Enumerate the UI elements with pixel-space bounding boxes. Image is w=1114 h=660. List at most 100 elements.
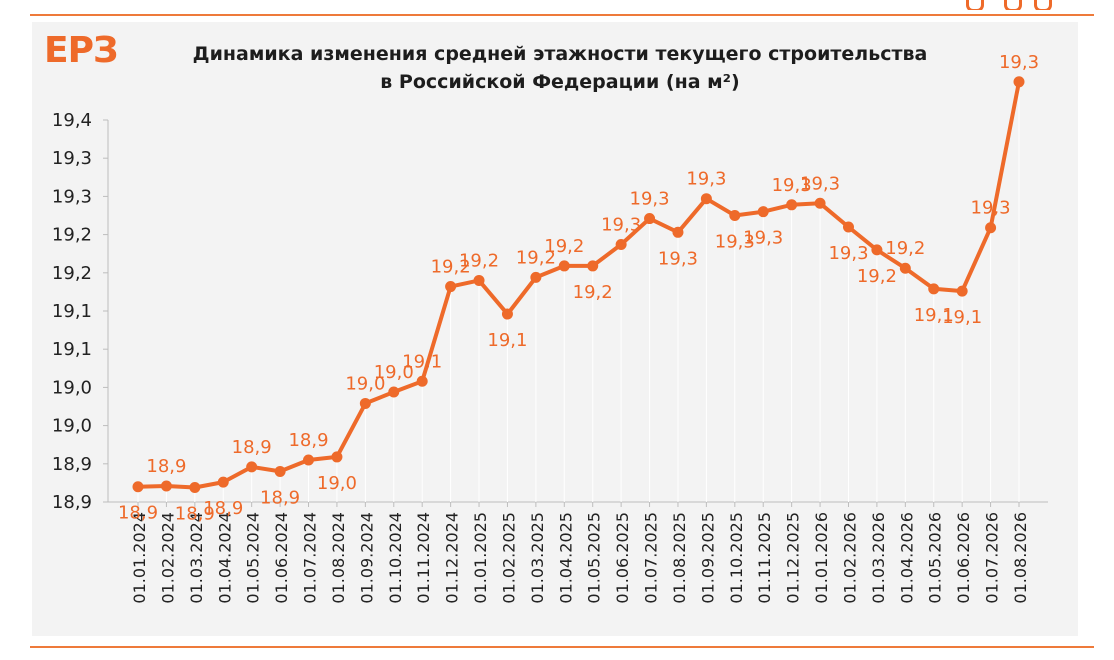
y-tick-label: 19,4 [52,110,92,131]
x-tick-label: 01.12.2024 [443,512,462,604]
data-label: 19,3 [971,198,1011,219]
top-rule [30,14,1094,16]
y-tick-label: 19,3 [52,186,92,207]
data-point [700,193,712,205]
x-tick-label: 01.06.2026 [954,512,973,604]
data-label: 19,1 [914,305,954,326]
x-tick-label: 01.01.2025 [471,512,490,604]
x-tick-label: 01.04.2026 [897,512,916,604]
data-label: 19,3 [686,169,726,190]
x-tick-label: 01.11.2025 [755,512,774,604]
data-point [530,271,542,283]
data-point [757,206,769,218]
x-tick-label: 01.08.2025 [670,512,689,604]
data-point [132,481,144,493]
data-label: 18,9 [146,456,186,477]
x-tick-label: 01.08.2026 [1011,512,1030,604]
data-label: 19,3 [828,243,868,264]
data-label: 18,9 [288,430,328,451]
x-tick-label: 01.07.2025 [642,512,661,604]
data-label: 19,3 [772,175,812,196]
data-point [644,213,656,225]
chart-title-line1: Динамика изменения средней этажности тек… [192,43,928,65]
chart-title: Динамика изменения средней этажности тек… [140,40,980,96]
data-label: 19,3 [630,189,670,210]
data-point [388,386,400,398]
x-tick-label: 01.12.2025 [784,512,803,604]
data-label: 19,3 [743,228,783,249]
data-point [729,210,741,221]
x-tick-label: 01.03.2024 [187,512,206,604]
data-point [928,283,940,295]
data-point [842,221,854,233]
x-tick-label: 01.09.2025 [698,512,717,604]
y-tick-label: 18,9 [52,492,92,513]
data-label: 19,1 [942,307,982,328]
data-point [985,222,997,234]
x-tick-label: 01.04.2024 [215,512,234,604]
data-label: 18,9 [260,487,300,508]
data-point [558,260,570,272]
data-point [217,476,229,488]
data-label: 19,2 [885,238,925,259]
data-point [501,308,513,320]
x-tick-label: 01.03.2026 [869,512,888,604]
bottom-rule [30,646,1094,648]
y-tick-label: 19,3 [52,148,92,169]
corner-logo-fragment [958,0,1054,10]
data-point [814,197,826,209]
data-label: 19,1 [487,330,527,351]
data-label: 19,3 [658,248,698,269]
data-point [274,465,286,477]
y-tick-label: 18,9 [52,454,92,475]
x-tick-label: 01.03.2025 [528,512,547,604]
y-tick-label: 19,2 [52,263,92,284]
data-point [899,262,911,274]
data-label: 19,2 [544,236,584,257]
data-point [871,244,883,256]
x-tick-label: 01.11.2024 [414,512,433,604]
data-point [1013,76,1025,88]
data-point [473,274,485,286]
y-tick-label: 19,1 [52,339,92,360]
data-label: 19,2 [573,282,613,303]
data-point [303,454,315,466]
x-tick-label: 01.01.2024 [130,512,149,604]
data-point [331,451,343,463]
data-label: 19,1 [402,351,442,372]
data-label: 19,0 [317,473,357,494]
x-tick-label: 01.02.2025 [499,512,518,604]
data-label: 19,3 [601,215,641,236]
x-tick-label: 01.10.2025 [727,512,746,604]
x-tick-label: 01.05.2025 [585,512,604,604]
data-label: 19,0 [345,373,385,394]
x-tick-label: 01.07.2026 [983,512,1002,604]
data-label: 19,2 [516,247,556,268]
x-tick-label: 01.05.2026 [926,512,945,604]
data-label: 19,3 [800,173,840,194]
x-tick-label: 01.10.2024 [386,512,405,604]
data-label: 19,0 [374,362,414,383]
x-tick-label: 01.07.2024 [301,512,320,604]
data-point [246,461,258,473]
data-point [189,481,201,493]
data-label: 18,9 [118,503,158,524]
data-point [786,199,798,211]
data-point [445,281,457,293]
data-label: 18,9 [175,503,215,524]
data-label: 19,2 [857,266,897,287]
x-tick-label: 01.04.2025 [556,512,575,604]
x-tick-label: 01.02.2026 [840,512,859,604]
data-label: 18,9 [203,498,243,519]
data-point [359,397,371,409]
data-point [160,480,172,492]
x-tick-label: 01.06.2024 [272,512,291,604]
data-label: 19,2 [431,257,471,278]
erz-logo: ЕРЗ [44,30,119,71]
data-label: 19,3 [715,232,755,253]
data-point [615,239,627,251]
data-point [416,375,428,387]
x-tick-label: 01.01.2026 [812,512,831,604]
data-point [672,226,684,238]
